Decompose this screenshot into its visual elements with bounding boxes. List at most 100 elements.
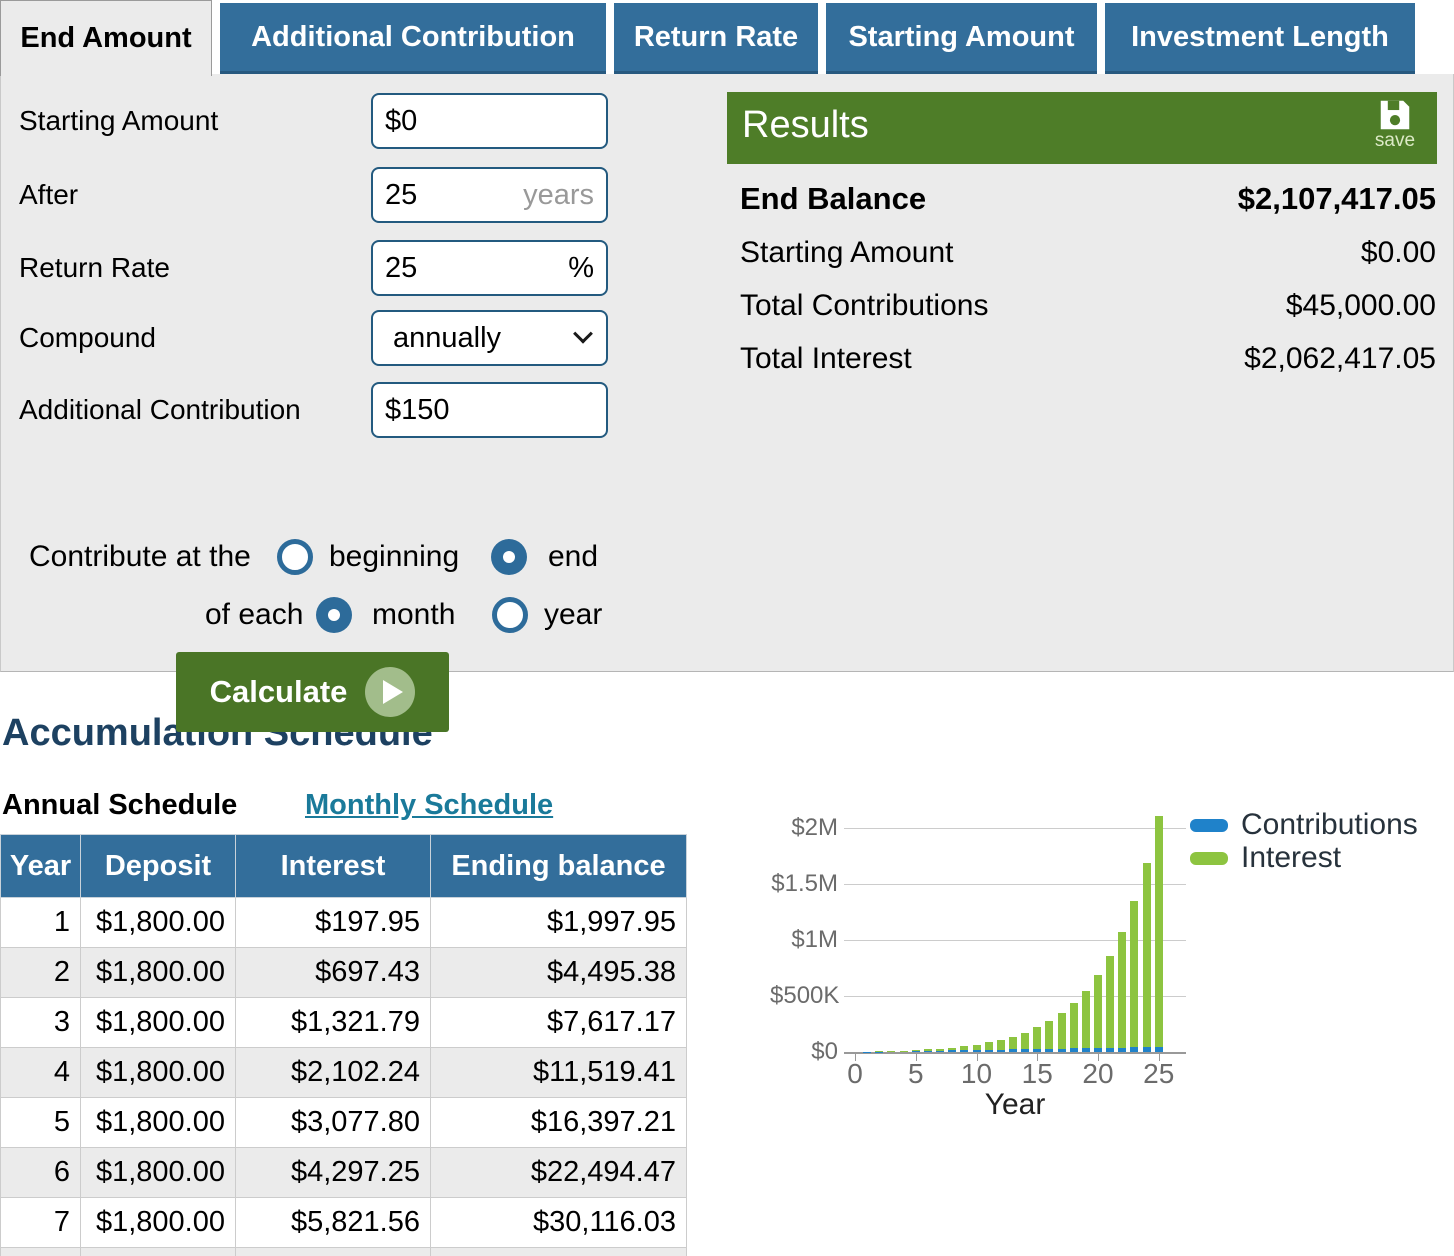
- bar-contributions: [1118, 1047, 1127, 1052]
- radio-year[interactable]: [492, 597, 528, 633]
- additional-contribution-field[interactable]: $150: [371, 382, 608, 438]
- legend-item-contributions: Contributions: [1190, 808, 1418, 841]
- bar-interest: [1154, 815, 1163, 1047]
- result-value: $0.00: [1360, 236, 1436, 269]
- result-label: Total Contributions: [740, 289, 989, 322]
- result-label: Starting Amount: [740, 236, 954, 269]
- bar-contributions: [887, 1051, 896, 1052]
- starting-amount-field[interactable]: $0: [371, 93, 608, 149]
- x-axis-tick: [855, 1054, 856, 1061]
- table-cell: $1,800.00: [80, 1197, 236, 1248]
- table-row: 7 $1,800.00 $5,821.56 $30,116.03: [0, 1197, 687, 1248]
- bar-interest: [996, 1039, 1005, 1050]
- gridline: [844, 995, 1186, 997]
- table-cell: $2,102.24: [235, 1047, 431, 1098]
- bar-contributions: [1142, 1047, 1151, 1052]
- table-header-cell: Ending balance: [430, 834, 687, 898]
- table-cell: $1,800.00: [80, 947, 236, 998]
- monthly-schedule-link[interactable]: Monthly Schedule: [305, 789, 554, 821]
- calculator-form-panel: Starting Amount $0 After 25 years Return Rate…: [0, 74, 1454, 732]
- bar-contributions: [984, 1049, 993, 1052]
- bar-contributions: [1057, 1048, 1066, 1052]
- result-row: Starting Amount $0.00: [740, 230, 1436, 276]
- x-axis-tick-label: 5: [907, 1058, 924, 1089]
- table-row: 3 $1,800.00 $1,321.79 $7,617.17: [0, 997, 687, 1048]
- table-cell: $1,800.00: [80, 1097, 236, 1148]
- tab-return-rate[interactable]: Return Rate: [614, 3, 818, 74]
- bar-contributions: [1094, 1047, 1102, 1052]
- bar-interest: [1057, 1013, 1066, 1049]
- bar-contributions: [1081, 1048, 1090, 1052]
- contribute-frequency-row: of each month year: [1, 596, 661, 634]
- legend-swatch-interest: [1190, 851, 1228, 865]
- y-axis-tick-label: $500K: [770, 982, 840, 1009]
- compound-label: Compound: [19, 322, 156, 353]
- accumulation-table: Year Deposit Interest Ending balance 1 $1,80…: [0, 834, 687, 1256]
- bar-contributions: [960, 1050, 969, 1052]
- result-value: $45,000.00: [1285, 289, 1436, 322]
- contribute-timing-row: Contribute at the beginning end: [1, 538, 661, 576]
- bar-interest: [911, 1050, 920, 1051]
- table-cell: $1,800.00: [80, 1147, 236, 1198]
- after-suffix: years: [523, 178, 594, 211]
- floppy-disk-icon: [1380, 100, 1410, 130]
- table-cell: 3: [0, 997, 81, 1048]
- table-row: 4 $1,800.00 $2,102.24 $11,519.41: [0, 1047, 687, 1098]
- table-row: 2 $1,800.00 $697.43 $4,495.38: [0, 947, 687, 998]
- table-row-partial: [0, 1247, 687, 1256]
- table-cell: 2: [0, 947, 81, 998]
- save-button[interactable]: save: [1363, 97, 1427, 161]
- table-cell: $1,800.00: [80, 997, 236, 1048]
- results-title: Results: [742, 104, 869, 146]
- table-cell: $1,321.79: [235, 997, 431, 1048]
- radio-end[interactable]: [491, 539, 527, 575]
- starting-amount-label: Starting Amount: [19, 105, 219, 136]
- bar-contributions: [1008, 1049, 1017, 1052]
- table-row: 1 $1,800.00 $197.95 $1,997.95: [0, 897, 687, 948]
- result-label: Total Interest: [740, 342, 912, 375]
- result-row: End Balance $2,107,417.05: [740, 176, 1436, 222]
- legend-swatch-contributions: [1190, 818, 1228, 832]
- of-each-label: of each: [205, 598, 304, 631]
- y-axis-tick-label: $0: [811, 1038, 838, 1065]
- bar-interest: [1021, 1032, 1030, 1050]
- tab-end-amount[interactable]: End Amount: [0, 0, 212, 76]
- accumulation-chart: $0 $500K $1M $1.5M $2M 0 5 10 15 20 25 Year Contribu…: [770, 790, 1454, 1150]
- bar-interest: [984, 1042, 993, 1050]
- radio-beginning[interactable]: [277, 539, 313, 575]
- compound-select[interactable]: annually: [371, 310, 608, 366]
- table-cell: 6: [0, 1147, 81, 1198]
- calculate-button-label: Calculate: [209, 674, 348, 709]
- bar-contributions: [1130, 1047, 1139, 1052]
- table-cell: 4: [0, 1047, 81, 1098]
- bar-contributions: [899, 1051, 908, 1052]
- x-axis-tick: [976, 1054, 978, 1061]
- return-rate-value: 25: [385, 251, 418, 284]
- bar-contributions: [936, 1050, 945, 1052]
- bar-interest: [1081, 990, 1090, 1049]
- radio-month[interactable]: [316, 597, 352, 633]
- after-field[interactable]: 25 years: [371, 167, 608, 223]
- x-axis-tick-label: 0: [847, 1058, 863, 1089]
- bar-interest: [1142, 863, 1151, 1048]
- bar-contributions: [1069, 1048, 1078, 1052]
- annual-schedule-label: Annual Schedule: [2, 789, 238, 821]
- return-rate-field[interactable]: 25%: [371, 240, 608, 296]
- table-cell: $11,519.41: [430, 1047, 687, 1098]
- x-axis-tick-label: 25: [1143, 1058, 1175, 1089]
- tab-investment-length[interactable]: Investment Length: [1105, 3, 1415, 74]
- chevron-down-icon: [573, 323, 593, 344]
- table-header-cell: Year: [0, 834, 81, 898]
- bar-interest: [960, 1046, 969, 1051]
- x-axis-title: Year: [984, 1088, 1046, 1121]
- tab-starting-amount[interactable]: Starting Amount: [826, 3, 1097, 74]
- radio-end-label: end: [548, 540, 599, 573]
- tab-additional-contribution[interactable]: Additional Contribution: [220, 3, 606, 74]
- calculate-button[interactable]: Calculate: [176, 652, 449, 732]
- table-cell: [80, 1247, 236, 1256]
- legend-item-interest: Interest: [1190, 841, 1341, 874]
- additional-contribution-value: $150: [385, 393, 450, 426]
- bar-contributions: [996, 1049, 1005, 1052]
- bar-interest: [1069, 1003, 1078, 1049]
